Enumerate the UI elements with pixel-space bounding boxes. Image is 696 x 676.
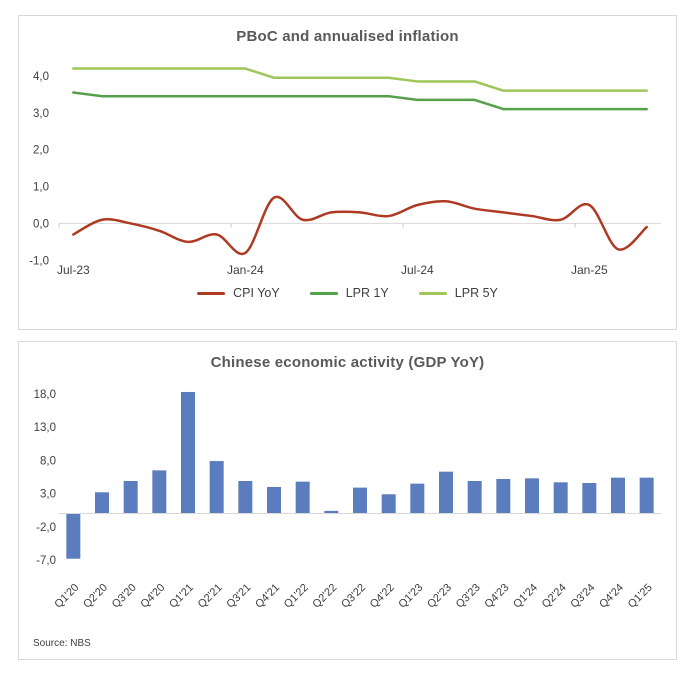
gdp-bar — [267, 486, 281, 514]
gdp-bar — [324, 510, 339, 514]
x-tick-label: Jul-23 — [57, 263, 90, 277]
x-category-label: Q2'22 — [310, 582, 339, 611]
y-tick-label: 2,0 — [33, 145, 49, 157]
x-category-label: Q3'21 — [224, 582, 253, 611]
y-tick-label: 13,0 — [34, 422, 56, 434]
x-category-label: Q2'20 — [81, 582, 110, 611]
x-tick-label: Jul-24 — [401, 263, 434, 277]
line-series-cpi-yoy — [72, 195, 648, 256]
y-tick-label: 3,0 — [33, 108, 49, 120]
y-tick-label: 8,0 — [40, 455, 56, 467]
legend-line-swatch — [418, 291, 447, 295]
legend-line-swatch — [197, 291, 226, 295]
inflation-chart-legend: CPI YoY LPR 1Y LPR 5Y — [19, 286, 676, 300]
gdp-bar — [123, 480, 138, 514]
x-category-label: Q4'24 — [597, 582, 626, 611]
gdp-bar — [295, 481, 310, 514]
source-note: Source: NBS — [33, 638, 91, 649]
y-tick-label: -2,0 — [36, 522, 56, 534]
line-series-lpr-1y — [72, 91, 648, 111]
gdp-bar — [152, 470, 167, 514]
gdp-bar — [582, 482, 597, 514]
legend-item-lpr-5y: LPR 5Y — [418, 286, 498, 300]
legend-item-cpi-yoy: CPI YoY — [197, 286, 280, 300]
gdp-bar — [496, 478, 511, 514]
x-category-label: Q1'23 — [396, 582, 425, 611]
gdp-bar — [467, 480, 482, 514]
x-category-label: Q3'24 — [568, 582, 597, 611]
gdp-bar — [639, 477, 654, 514]
inflation-line-chart: 4,0 3,0 2,0 1,0 0,0 -1,0 Jul-23 Jan-24 Jul-24 Jan… — [29, 67, 661, 277]
line-series-lpr-5y — [72, 67, 648, 92]
x-category-label: Q4'20 — [138, 582, 167, 611]
x-category-label: Q4'22 — [368, 582, 397, 611]
x-category-label: Q3'20 — [110, 582, 139, 611]
legend-item-lpr-1y: LPR 1Y — [309, 286, 389, 300]
x-category-label: Q3'22 — [339, 582, 368, 611]
x-tick-label: Jan-24 — [227, 263, 264, 277]
gdp-bar — [611, 477, 625, 514]
x-category-label: Q1'25 — [626, 582, 655, 611]
gdp-bar — [439, 471, 453, 514]
x-category-label: Q1'21 — [167, 582, 196, 611]
gdp-bar — [209, 461, 224, 514]
legend-label: LPR 5Y — [454, 286, 498, 300]
y-tick-label: -1,0 — [29, 255, 49, 267]
gdp-bar — [95, 492, 109, 514]
y-tick-label: 3,0 — [40, 489, 56, 501]
y-tick-label: 1,0 — [33, 182, 49, 194]
gdp-bar — [238, 480, 253, 514]
y-tick-label: 18,0 — [34, 389, 56, 401]
gdp-bar-chart: 18,013,08,03,0-2,0-7,0Q1'20 Q2'20 Q3'20 Q4'… — [34, 389, 661, 611]
y-tick-label: -7,0 — [36, 555, 56, 567]
inflation-chart-title: PBoC and annualised inflation — [236, 28, 459, 45]
x-tick-label: Jan-25 — [571, 263, 608, 277]
x-category-label: Q2'24 — [540, 582, 569, 611]
gdp-bar — [410, 483, 425, 514]
gdp-bar — [525, 478, 539, 514]
gdp-chart-panel: Chinese economic activity (GDP YoY) 18,0… — [18, 341, 677, 660]
legend-line-swatch — [309, 291, 338, 295]
x-category-label: Q4'23 — [482, 582, 511, 611]
y-tick-label: 0,0 — [33, 218, 49, 230]
y-tick-label: 4,0 — [33, 71, 49, 83]
gdp-bar — [66, 513, 81, 559]
gdp-bar — [353, 487, 367, 514]
x-category-label: Q1'24 — [511, 582, 540, 611]
x-category-label: Q1'20 — [52, 582, 81, 611]
x-category-label: Q4'21 — [253, 582, 282, 611]
inflation-chart-panel: PBoC and annualised inflation 4,0 3,0 2,0 1… — [18, 15, 677, 330]
x-category-label: Q3'23 — [454, 582, 483, 611]
gdp-bar — [181, 391, 195, 514]
x-category-label: Q2'23 — [425, 582, 454, 611]
gdp-chart-title: Chinese economic activity (GDP YoY) — [210, 354, 485, 371]
x-category-label: Q2'21 — [196, 582, 225, 611]
x-category-label: Q1'22 — [282, 582, 311, 611]
legend-label: CPI YoY — [233, 286, 280, 300]
gdp-bar — [381, 494, 396, 514]
legend-label: LPR 1Y — [345, 286, 389, 300]
gdp-bar — [553, 482, 568, 514]
